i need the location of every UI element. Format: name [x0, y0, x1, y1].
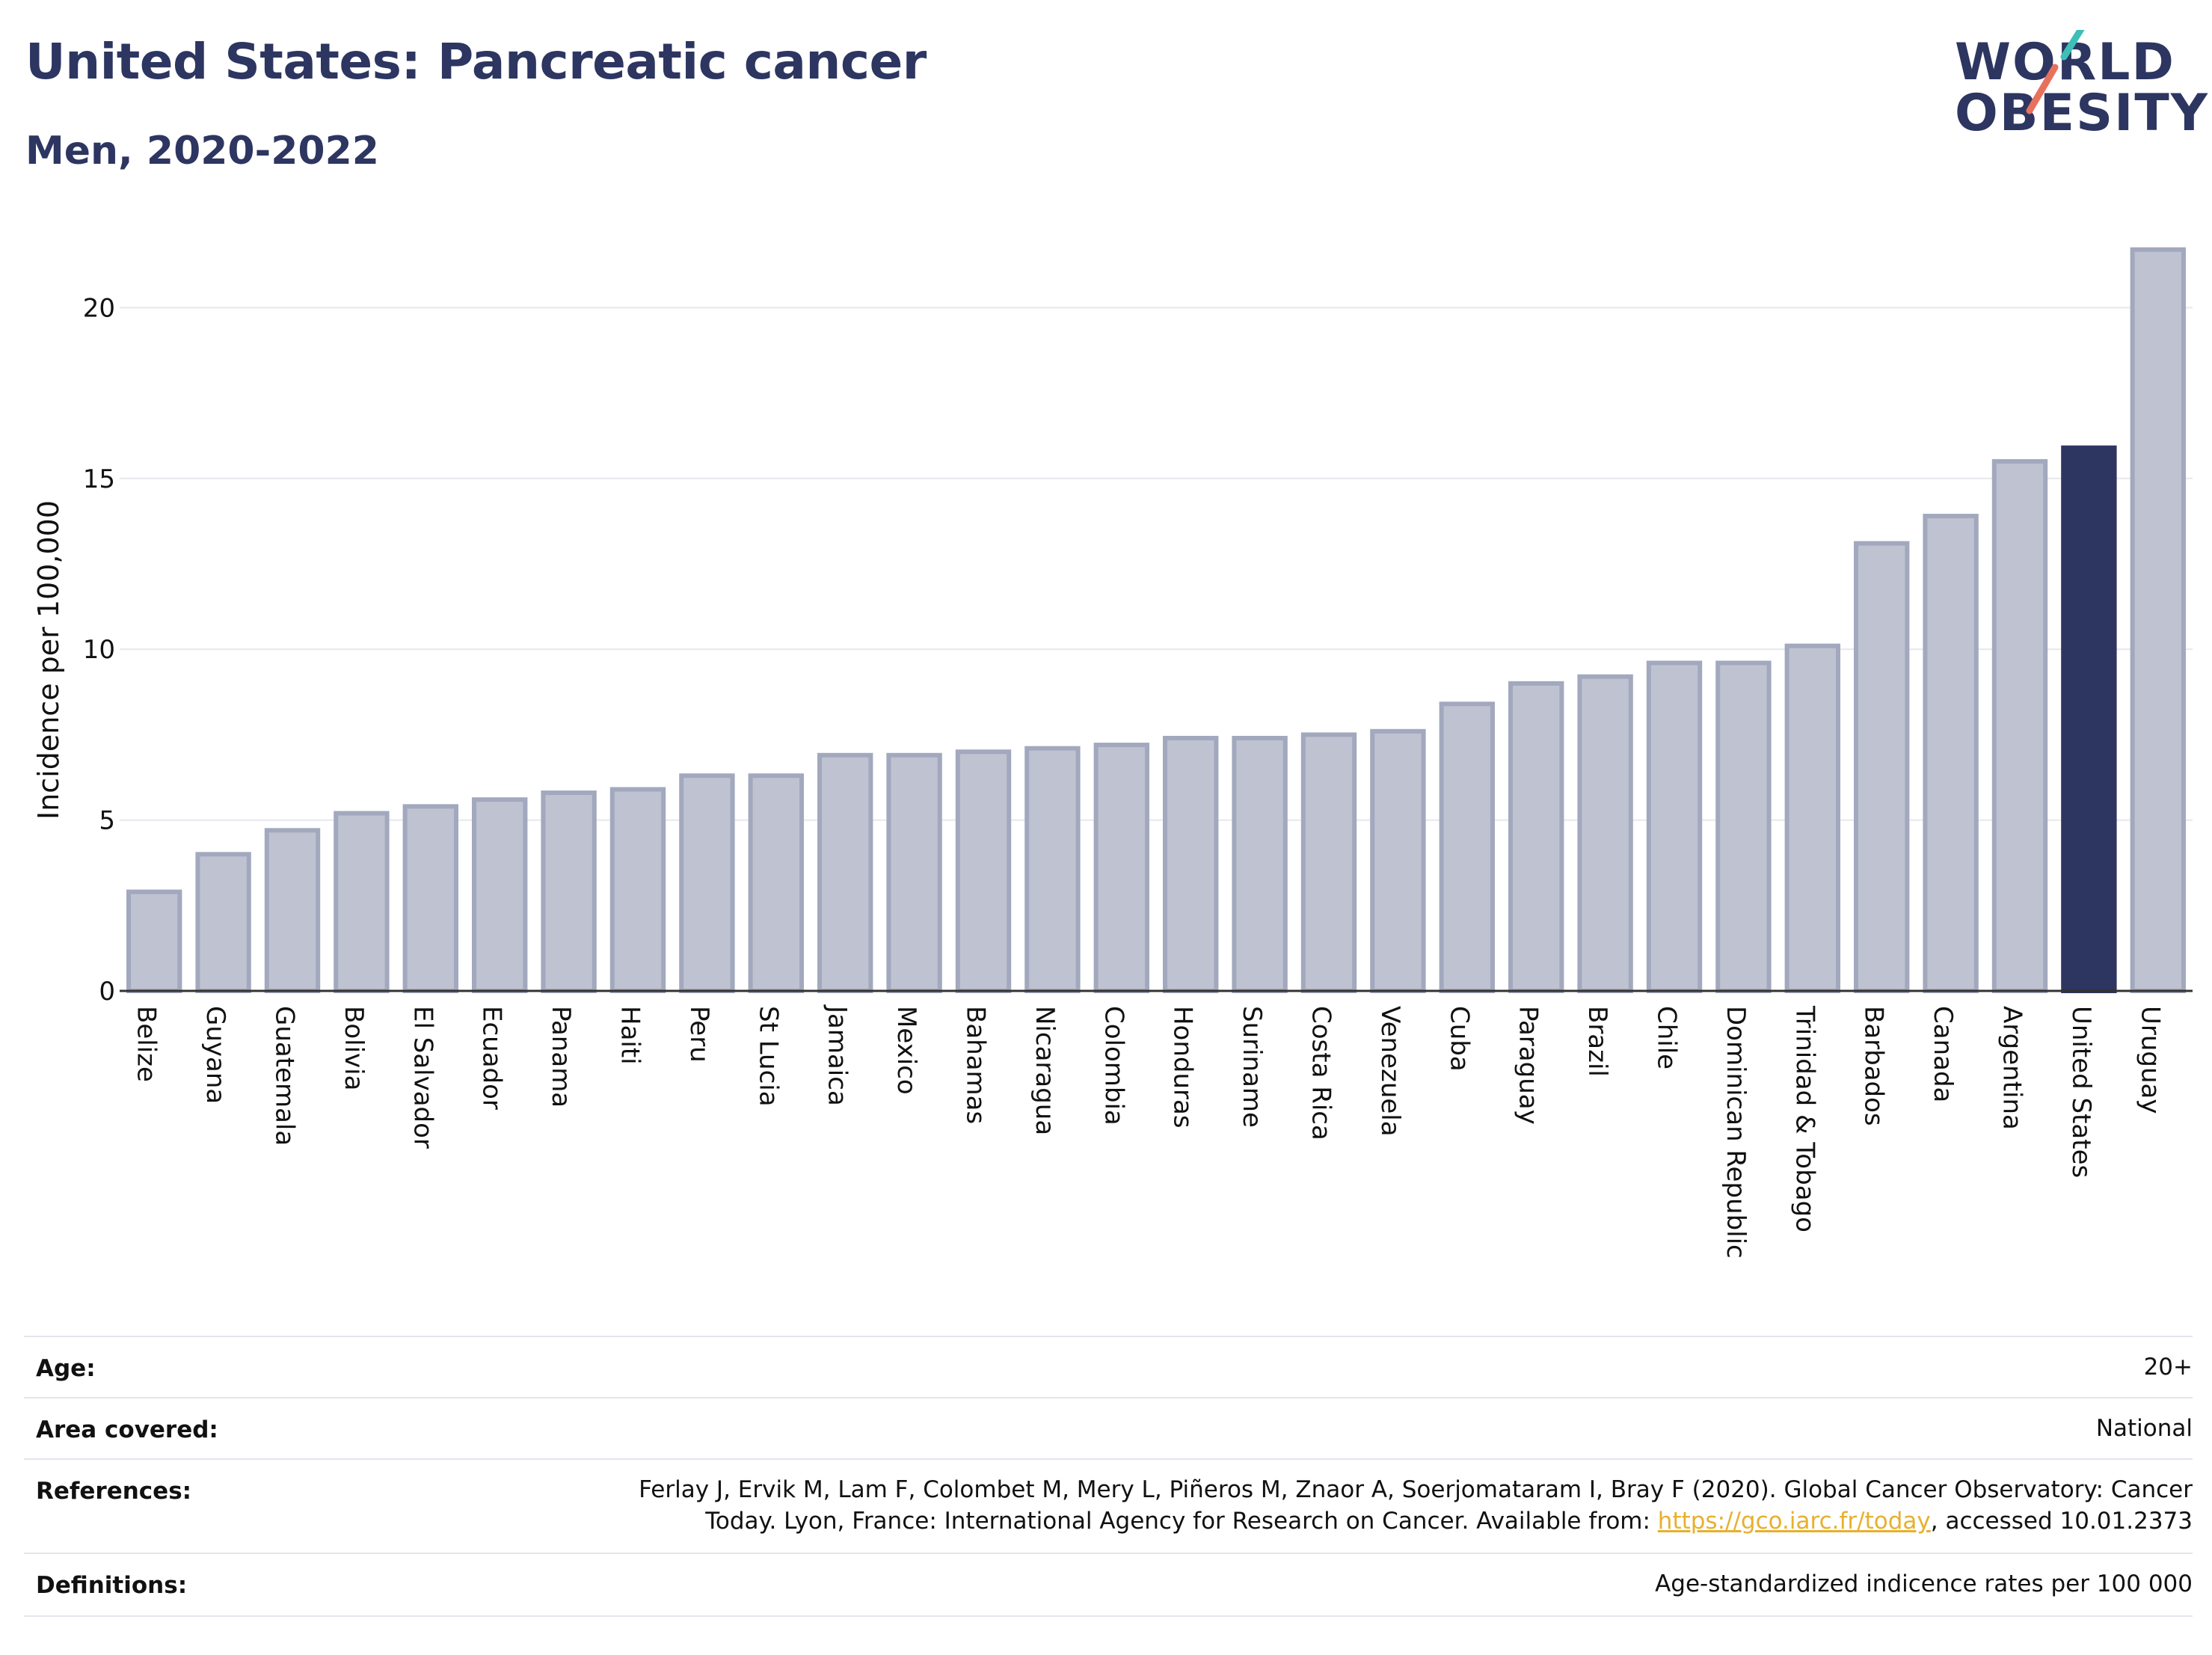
y-tick-label: 15 [83, 464, 115, 494]
bar-paraguay [1508, 681, 1564, 993]
x-tick-label: Trinidad & Tobago [1789, 1005, 1819, 1232]
meta-value-definitions: Age-standardized indicence rates per 100… [1655, 1570, 2193, 1597]
bar-guatemala [264, 828, 321, 994]
y-tick-label: 0 [99, 977, 115, 1007]
x-axis-labels: Belize Guyana Guatemala Bolivia El Salvador E… [132, 1004, 2166, 1259]
references-line-2-pre: Today. Lyon, France: International Agenc… [705, 1508, 1658, 1535]
x-tick-label: Haiti [615, 1006, 645, 1065]
meta-value-references: Ferlay J, Ervik M, Lam F, Colombet M, Me… [639, 1474, 2193, 1537]
bars [126, 247, 2186, 994]
meta-value-age: 20+ [2143, 1354, 2193, 1381]
references-line-2: Today. Lyon, France: International Agenc… [639, 1505, 2193, 1537]
references-line-1: Ferlay J, Ervik M, Lam F, Colombet M, Me… [639, 1476, 2193, 1503]
bar-st-lucia [748, 773, 804, 993]
meta-label-age: Age: [36, 1355, 96, 1382]
metadata-table: Age: 20+ Area covered: National Referenc… [24, 1336, 2193, 1635]
bar-peru [679, 773, 735, 993]
logo-text-world: WORLD [1955, 33, 2175, 92]
bar-trinidad-tobago [1784, 643, 1840, 993]
meta-value-area: National [2095, 1415, 2193, 1442]
bar-el-salvador [402, 804, 458, 993]
y-tick-label: 20 [83, 293, 115, 323]
bar-cuba [1439, 701, 1495, 993]
meta-row-age: Age: 20+ [24, 1336, 2193, 1398]
x-tick-label: Nicaragua [1030, 1006, 1060, 1135]
meta-row-references: References: Ferlay J, Ervik M, Lam F, Co… [24, 1458, 2193, 1554]
x-tick-label: Bolivia [339, 1006, 369, 1090]
references-link[interactable]: https://gco.iarc.fr/today [1657, 1508, 1931, 1535]
bar-jamaica [817, 752, 873, 994]
bar-suriname [1232, 735, 1288, 993]
logo-slash-icon [2026, 30, 2085, 114]
y-axis-label: Incidence per 100,000 [32, 500, 65, 820]
x-tick-label: Barbados [1859, 1006, 1889, 1126]
x-tick-label: Dominican Republic [1721, 1006, 1751, 1259]
x-tick-label: Argentina [1997, 1006, 2027, 1130]
x-tick-label: Bahamas [961, 1006, 991, 1124]
bar-argentina [1991, 458, 2048, 993]
x-tick-label: St Lucia [753, 1006, 783, 1107]
x-tick-label: Jamaica [823, 1004, 852, 1106]
bar-chart: 0 5 10 15 20 Belize Guyana Guatemala Bolivia El … [32, 247, 2193, 1259]
references-line-2-post: , accessed 10.01.2373 [1930, 1508, 2193, 1535]
x-tick-label: Mexico [891, 1006, 921, 1095]
bar-honduras [1163, 735, 1219, 993]
x-tick-label: Chile [1652, 1006, 1682, 1069]
bar-mexico [886, 752, 942, 994]
bar-guyana [195, 852, 251, 993]
x-tick-label: El Salvador [408, 1006, 437, 1149]
bar-barbados [1854, 541, 1910, 993]
meta-row-definitions: Definitions: Age-standardized indicence … [24, 1553, 2193, 1617]
x-tick-label: Brazil [1582, 1006, 1612, 1077]
x-tick-label: Suriname [1237, 1006, 1267, 1128]
bar-brazil [1577, 674, 1633, 994]
logo-text-obesity: OBESITY [1955, 84, 2209, 143]
y-axis-ticks: 0 5 10 15 20 [83, 293, 115, 1007]
bar-belize [126, 889, 182, 993]
y-tick-label: 10 [83, 635, 115, 665]
bar-united-states [2061, 445, 2117, 993]
meta-label-area: Area covered: [36, 1416, 218, 1443]
gridlines [120, 307, 2193, 821]
x-tick-label: Peru [684, 1006, 714, 1063]
bar-uruguay [2130, 247, 2186, 994]
x-tick-label: Venezuela [1375, 1006, 1405, 1137]
bar-canada [1923, 514, 1979, 994]
x-tick-label: Uruguay [2135, 1006, 2165, 1114]
x-tick-label: Colombia [1099, 1006, 1128, 1126]
bar-venezuela [1370, 728, 1426, 993]
bar-chile [1646, 660, 1703, 993]
x-tick-label: Belize [132, 1006, 162, 1082]
meta-row-area: Area covered: National [24, 1397, 2193, 1460]
x-tick-label: Ecuador [477, 1006, 507, 1110]
x-tick-label: Costa Rica [1306, 1006, 1336, 1140]
x-tick-label: Guatemala [270, 1006, 300, 1146]
x-tick-label: Guyana [200, 1006, 230, 1104]
x-tick-label: United States [2066, 1006, 2096, 1178]
x-tick-label: Honduras [1168, 1006, 1198, 1129]
bar-nicaragua [1024, 746, 1081, 994]
bar-bolivia [334, 811, 390, 993]
chart-title: United States: Pancreatic cancer [25, 33, 927, 90]
meta-label-references: References: [36, 1478, 192, 1505]
bar-colombia [1093, 743, 1149, 993]
bar-haiti [609, 787, 666, 994]
bar-ecuador [472, 797, 528, 993]
bar-bahamas [955, 749, 1012, 994]
chart-subtitle: Men, 2020-2022 [25, 129, 379, 174]
y-tick-label: 5 [99, 806, 115, 836]
x-tick-label: Cuba [1444, 1006, 1474, 1072]
meta-label-definitions: Definitions: [36, 1572, 188, 1599]
bar-panama [541, 790, 597, 994]
x-tick-label: Paraguay [1514, 1006, 1543, 1125]
x-tick-label: Panama [546, 1006, 576, 1108]
x-tick-label: Canada [1928, 1006, 1958, 1102]
bar-dominican-republic [1715, 660, 1772, 993]
bar-costa-rica [1300, 732, 1357, 993]
